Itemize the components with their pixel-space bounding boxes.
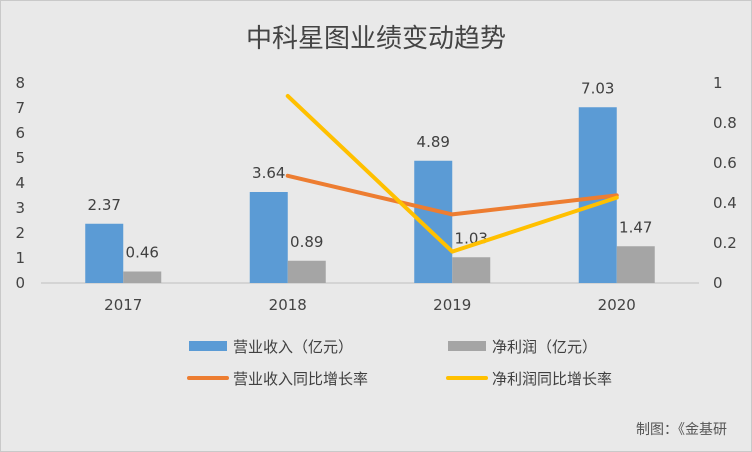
plot-area: 0 1 2 3 4 5 6 7 8 0 0.2 0.4 0.6 0.8 1 2017 2018 2019 2020 2… [15, 74, 736, 314]
y-left-tick-label: 6 [15, 124, 25, 142]
revenue-growth-line [285, 173, 619, 217]
profit-bar [287, 260, 326, 283]
y-right-tick-label: 0.2 [713, 234, 737, 252]
y-right-tick-label: 0 [713, 274, 723, 292]
y-left-tick-label: 3 [15, 199, 25, 217]
profit-bar [452, 257, 491, 283]
profit-growth-line [285, 94, 619, 254]
y-left-tick-label: 8 [15, 74, 25, 92]
y-left-tick-label: 2 [15, 224, 25, 242]
legend-profit-growth-label: 净利润同比增长率 [492, 370, 612, 388]
profit-data-label: 0.46 [126, 244, 159, 262]
revenue-data-label: 3.64 [252, 164, 285, 182]
legend-revenue-growth-label: 营业收入同比增长率 [233, 370, 368, 388]
y-right-tick-label: 0.6 [713, 154, 737, 172]
legend-profit-swatch [448, 341, 486, 351]
y-left-tick-label: 4 [15, 174, 25, 192]
x-tick-label: 2017 [104, 296, 142, 314]
y-right-tick-label: 0.8 [713, 114, 737, 132]
revenue-bar [85, 223, 124, 283]
y-right-tick-label: 0.4 [713, 194, 737, 212]
y-left-tick-label: 1 [15, 249, 25, 267]
chart-legend: 营业收入（亿元） 净利润（亿元） 营业收入同比增长率 净利润同比增长率 [187, 338, 612, 388]
y-left-tick-label: 7 [15, 99, 25, 117]
revenue-data-label: 7.03 [581, 79, 614, 97]
revenue-data-label: 4.89 [417, 133, 450, 151]
profit-bar [123, 271, 162, 283]
y-left-tick-label: 0 [15, 274, 25, 292]
x-tick-label: 2018 [269, 296, 307, 314]
profit-data-label: 0.89 [290, 233, 323, 251]
legend-revenue-swatch [189, 341, 227, 351]
profit-data-label: 1.47 [619, 218, 652, 236]
y-right-tick-label: 1 [713, 74, 723, 92]
revenue-data-label: 2.37 [88, 196, 121, 214]
y-left-tick-label: 5 [15, 149, 25, 167]
legend-profit-label: 净利润（亿元） [492, 338, 597, 356]
profit-bar [616, 246, 655, 283]
revenue-bar [249, 192, 288, 283]
chart-title: 中科星图业绩变动趋势 [246, 24, 506, 54]
chart-credit: 制图：《金基研 [636, 421, 727, 438]
x-tick-label: 2019 [433, 296, 471, 314]
legend-revenue-label: 营业收入（亿元） [233, 338, 353, 356]
x-tick-label: 2020 [598, 296, 636, 314]
